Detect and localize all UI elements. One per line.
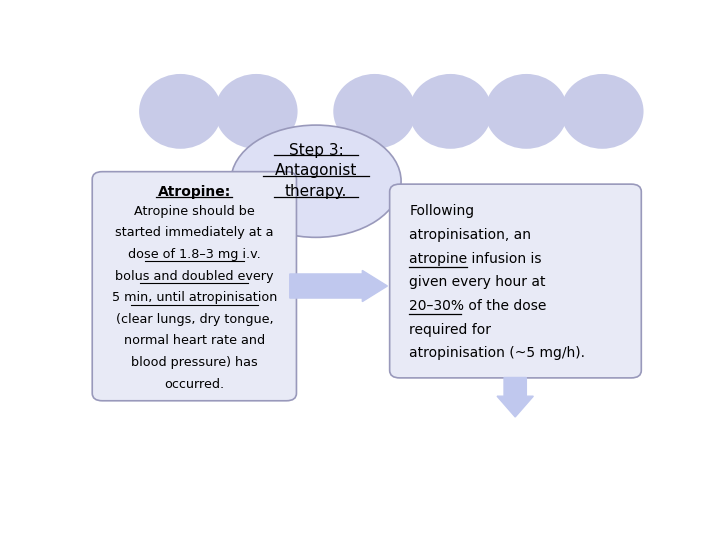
Text: started immediately at a: started immediately at a	[115, 226, 274, 239]
Text: Step 3:: Step 3:	[289, 143, 343, 158]
Ellipse shape	[409, 74, 492, 149]
Text: given every hour at: given every hour at	[409, 275, 546, 289]
FancyBboxPatch shape	[92, 172, 297, 401]
Text: atropinisation, an: atropinisation, an	[409, 228, 531, 242]
Text: required for: required for	[409, 323, 491, 336]
Text: 5 min, until atropinisation: 5 min, until atropinisation	[112, 291, 277, 304]
Ellipse shape	[485, 74, 567, 149]
Text: atropinisation (~5 mg/h).: atropinisation (~5 mg/h).	[409, 346, 585, 360]
Ellipse shape	[333, 74, 416, 149]
Ellipse shape	[561, 74, 644, 149]
Text: Atropine should be: Atropine should be	[134, 205, 255, 218]
Ellipse shape	[215, 74, 297, 149]
Text: bolus and doubled every: bolus and doubled every	[115, 269, 274, 282]
Text: normal heart rate and: normal heart rate and	[124, 334, 265, 347]
Text: 20–30% of the dose: 20–30% of the dose	[409, 299, 546, 313]
Text: (clear lungs, dry tongue,: (clear lungs, dry tongue,	[115, 313, 273, 326]
Text: dose of 1.8–3 mg i.v.: dose of 1.8–3 mg i.v.	[128, 248, 261, 261]
FancyArrow shape	[289, 271, 387, 302]
Text: blood pressure) has: blood pressure) has	[131, 356, 258, 369]
Text: occurred.: occurred.	[164, 377, 225, 390]
Text: Antagonist: Antagonist	[275, 163, 357, 178]
Ellipse shape	[231, 125, 401, 238]
Ellipse shape	[139, 74, 222, 149]
FancyArrow shape	[497, 377, 534, 417]
Text: Atropine:: Atropine:	[158, 185, 231, 199]
FancyBboxPatch shape	[390, 184, 642, 378]
Text: Following: Following	[409, 204, 474, 218]
Text: atropine infusion is: atropine infusion is	[409, 252, 541, 266]
Text: therapy.: therapy.	[285, 184, 347, 199]
